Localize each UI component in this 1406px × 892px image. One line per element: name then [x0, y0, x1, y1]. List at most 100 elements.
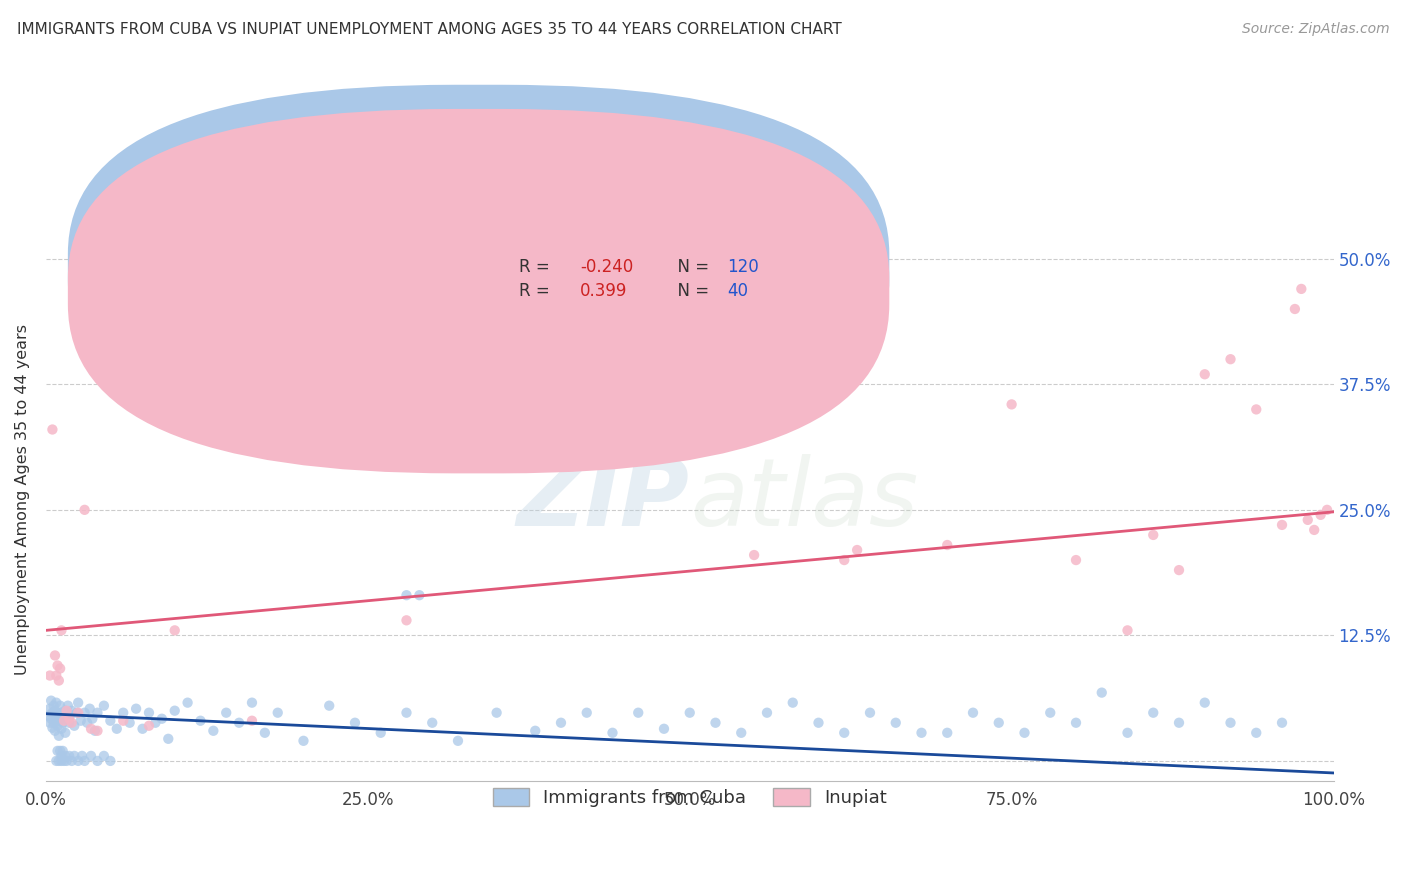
Point — [1001, 397, 1024, 411]
Point — [38, 708, 60, 723]
Text: atlas: atlas — [690, 454, 918, 545]
Point — [53, 726, 76, 740]
Point — [48, 673, 70, 688]
Point — [1246, 726, 1268, 740]
Text: 0.399: 0.399 — [581, 282, 627, 300]
Point — [202, 723, 225, 738]
Point — [67, 696, 90, 710]
Point — [55, 704, 77, 718]
Point — [1142, 706, 1164, 720]
Point — [82, 712, 104, 726]
Point — [73, 503, 96, 517]
Point — [53, 712, 76, 726]
Point — [807, 715, 830, 730]
Point — [53, 748, 76, 763]
Point — [575, 706, 598, 720]
Point — [112, 714, 135, 728]
Point — [1064, 553, 1087, 567]
Point — [49, 708, 72, 723]
Point — [76, 715, 98, 730]
Point — [56, 698, 79, 713]
Point — [936, 538, 959, 552]
Point — [1284, 301, 1306, 316]
Point — [44, 648, 66, 663]
FancyBboxPatch shape — [67, 85, 890, 450]
Point — [41, 423, 63, 437]
Point — [150, 712, 173, 726]
Text: N =: N = — [666, 282, 714, 300]
Point — [228, 715, 250, 730]
Point — [704, 715, 727, 730]
Point — [55, 754, 77, 768]
Point — [1116, 624, 1139, 638]
Text: ZIP: ZIP — [517, 454, 690, 546]
Point — [884, 715, 907, 730]
Point — [38, 715, 60, 730]
Point — [58, 715, 80, 730]
Point — [602, 726, 624, 740]
Point — [253, 726, 276, 740]
Point — [41, 706, 63, 720]
Point — [1091, 685, 1114, 699]
Point — [38, 668, 60, 682]
Point — [41, 721, 63, 735]
Point — [93, 698, 115, 713]
Point — [910, 726, 932, 740]
Point — [48, 754, 70, 768]
Point — [782, 696, 804, 710]
Point — [44, 704, 66, 718]
Point — [80, 722, 103, 736]
Point — [125, 701, 148, 715]
Legend: Immigrants from Cuba, Inupiat: Immigrants from Cuba, Inupiat — [485, 780, 894, 814]
Point — [1219, 352, 1241, 367]
Point — [652, 722, 675, 736]
Point — [730, 726, 752, 740]
Text: N =: N = — [666, 258, 714, 276]
Y-axis label: Unemployment Among Ages 35 to 44 years: Unemployment Among Ages 35 to 44 years — [15, 325, 30, 675]
Point — [485, 706, 508, 720]
Point — [55, 712, 77, 726]
Point — [51, 624, 73, 638]
Point — [49, 744, 72, 758]
Point — [1168, 563, 1191, 577]
Point — [67, 706, 90, 720]
Point — [1168, 715, 1191, 730]
Text: R =: R = — [519, 258, 554, 276]
Point — [86, 754, 108, 768]
Point — [190, 714, 212, 728]
Point — [51, 706, 73, 720]
Point — [145, 715, 167, 730]
Point — [66, 706, 89, 720]
Text: IMMIGRANTS FROM CUBA VS INUPIAT UNEMPLOYMENT AMONG AGES 35 TO 44 YEARS CORRELATI: IMMIGRANTS FROM CUBA VS INUPIAT UNEMPLOY… — [17, 22, 842, 37]
Point — [395, 706, 418, 720]
Point — [70, 748, 93, 763]
Point — [42, 715, 65, 730]
Point — [46, 744, 69, 758]
Point — [859, 706, 882, 720]
Point — [38, 701, 60, 715]
Point — [1309, 508, 1331, 522]
Point — [98, 714, 121, 728]
Point — [63, 719, 86, 733]
Point — [53, 754, 76, 768]
Point — [756, 706, 779, 720]
Point — [832, 726, 855, 740]
Point — [987, 715, 1010, 730]
Text: R =: R = — [519, 282, 560, 300]
Point — [846, 543, 869, 558]
Point — [98, 754, 121, 768]
Point — [86, 706, 108, 720]
Point — [395, 613, 418, 627]
Point — [45, 712, 67, 726]
Point — [1014, 726, 1036, 740]
Point — [44, 723, 66, 738]
Point — [163, 624, 186, 638]
Point — [138, 706, 160, 720]
Point — [1039, 706, 1062, 720]
Point — [1296, 513, 1319, 527]
Point — [51, 748, 73, 763]
Point — [1194, 696, 1216, 710]
Point — [112, 706, 135, 720]
Text: 40: 40 — [727, 282, 748, 300]
Point — [408, 588, 430, 602]
